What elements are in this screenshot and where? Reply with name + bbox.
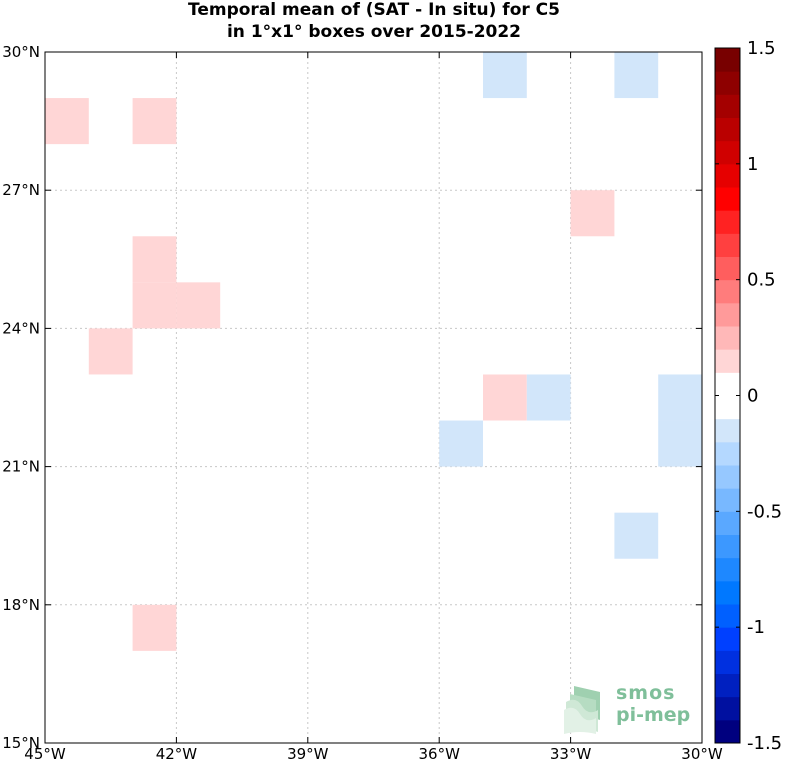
colorbar-segment [715, 418, 740, 443]
heatmap-cell [132, 604, 177, 651]
colorbar-segment [715, 604, 740, 628]
colorbar-segment [715, 650, 740, 674]
smos-pimep-logo: smos pi-mep [562, 682, 702, 734]
y-tick-label: 24°N [2, 319, 40, 337]
colorbar-segment [715, 627, 740, 651]
colorbar-tick-label: 0 [747, 386, 758, 407]
x-tick-labels: 45°W 42°W 39°W 36°W 33°W 30°W [24, 745, 723, 763]
heatmap-cell [658, 374, 702, 421]
x-tick-label: 45°W [24, 745, 66, 763]
chart-title-line1: Temporal mean of (SAT - In situ) for C5 [188, 0, 560, 20]
heatmap-cell [132, 236, 177, 283]
x-tick-label: 30°W [681, 745, 723, 763]
colorbar-segment [715, 48, 740, 72]
y-tick-label: 30°N [2, 43, 40, 61]
colorbar-segment [715, 302, 740, 327]
axis-ticks [44, 51, 703, 744]
heatmap-cell [570, 190, 615, 237]
heatmap-cell [614, 512, 659, 559]
heatmap-cell [132, 98, 177, 145]
colorbar-segment [715, 673, 740, 698]
heatmap-cell [614, 52, 659, 99]
colorbar-segment [715, 187, 740, 211]
colorbar-segment [715, 94, 740, 118]
logo-text-smos: smos [616, 682, 676, 704]
data-cells [45, 52, 702, 651]
colorbar-tick-label: 1 [747, 154, 758, 175]
heatmap-cell [88, 328, 133, 375]
heatmap-cell [483, 374, 527, 421]
colorbar-tick-label: 1.5 [747, 38, 776, 59]
colorbar-segment [715, 372, 740, 396]
x-tick-label: 36°W [418, 745, 460, 763]
heatmap-cell [658, 420, 702, 467]
colorbar-segment [715, 349, 740, 373]
colorbar-segment [715, 441, 740, 466]
y-tick-label: 15°N [2, 734, 40, 752]
colorbar-segment [715, 534, 740, 559]
plot-frame [44, 51, 703, 744]
colorbar-segment [715, 233, 740, 257]
colorbar-tick-label: -0.5 [747, 501, 782, 522]
heatmap-cell [132, 282, 177, 329]
colorbar-segment [715, 71, 740, 95]
colorbar-segment [715, 395, 740, 420]
colorbar-segment [715, 511, 740, 535]
y-tick-label: 18°N [2, 596, 40, 614]
x-tick-label: 33°W [550, 745, 592, 763]
colorbar-segment [715, 279, 740, 304]
colorbar-segment [715, 117, 740, 142]
colorbar-segment [715, 163, 740, 188]
colorbar-segment [715, 140, 740, 165]
y-tick-label: 27°N [2, 181, 40, 199]
heatmap-cell [483, 52, 527, 99]
colorbar-segment [715, 326, 740, 350]
chart-title-line2: in 1°x1° boxes over 2015-2022 [226, 22, 522, 42]
logo-text-pimep: pi-mep [616, 704, 691, 726]
colorbar-tick-label: 0.5 [747, 270, 776, 291]
colorbar-segment [715, 256, 740, 281]
heatmap-cell [176, 282, 221, 329]
y-tick-label: 21°N [2, 458, 40, 476]
colorbar-segment [715, 488, 740, 512]
colorbar-segment [715, 557, 740, 582]
colorbar-segment [715, 465, 740, 489]
heatmap-cell [439, 420, 483, 467]
x-tick-label: 42°W [156, 745, 198, 763]
colorbar-tick-label: -1.5 [747, 733, 782, 754]
y-tick-labels: 15°N 18°N 21°N 24°N 27°N 30°N [2, 43, 40, 752]
colorbar: 1.5 1 0.5 0 -0.5 -1 -1.5 [714, 38, 782, 754]
heatmap-cell [526, 374, 571, 421]
colorbar-tick-label: -1 [747, 617, 765, 638]
colorbar-segment [715, 210, 740, 234]
colorbar-segment [715, 696, 740, 721]
colorbar-segment [715, 580, 740, 605]
colorbar-segment [715, 719, 740, 744]
heatmap-cell [45, 98, 89, 145]
logo-waves-icon [564, 686, 600, 734]
x-tick-label: 39°W [287, 745, 329, 763]
